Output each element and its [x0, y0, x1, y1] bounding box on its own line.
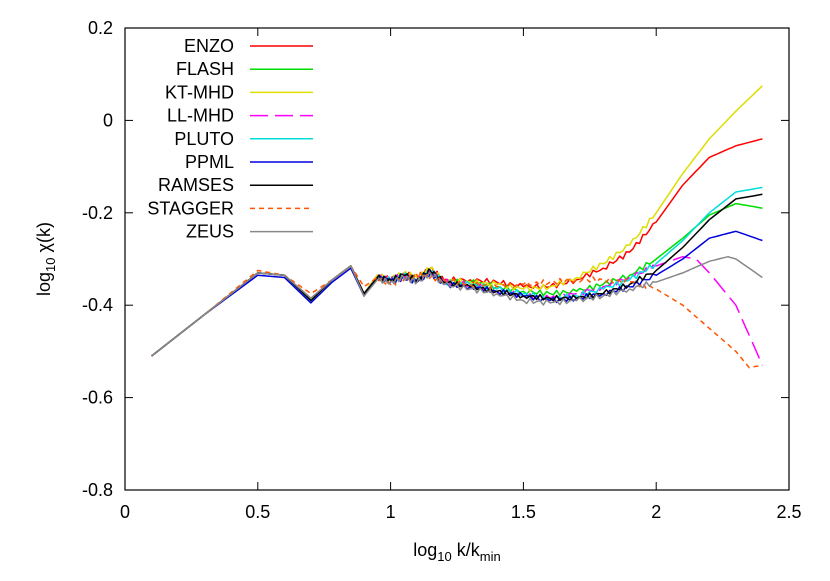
y-axis-label: log10 χ(k)	[34, 222, 58, 296]
legend-label-pluto: PLUTO	[174, 129, 234, 149]
plot-frame	[124, 27, 790, 491]
legend-label-zeus: ZEUS	[186, 222, 234, 242]
x-tick-label: 1.5	[511, 502, 536, 522]
axis-ticks: 0 0.5 1 1.5 2 2.5 -0.8 -0.6 -0.4 -0.2 0 0.2	[82, 18, 802, 522]
y-tick-label: 0.2	[88, 18, 113, 38]
series-layer	[151, 85, 764, 369]
series-line-ramses	[151, 193, 763, 357]
y-tick-label: -0.8	[82, 480, 113, 500]
x-tick-label: 2	[651, 502, 661, 522]
series-line-stagger	[151, 265, 763, 369]
legend: ENZO FLASH KT-MHD LL-MHD PLUTO PPML RAMSES STAG…	[147, 36, 313, 242]
y-tick-label: -0.2	[82, 203, 113, 223]
x-tick-label: 1	[386, 502, 396, 522]
x-tick-label: 0	[120, 502, 130, 522]
legend-label-ll-mhd: LL-MHD	[167, 106, 234, 126]
y-tick-label: -0.6	[82, 388, 113, 408]
series-line-flash	[151, 202, 763, 357]
legend-label-enzo: ENZO	[184, 36, 234, 56]
series-line-ll-mhd	[151, 255, 764, 366]
series-line-kt-mhd	[151, 85, 763, 357]
series-line-pluto	[151, 186, 763, 357]
legend-label-stagger: STAGGER	[147, 198, 234, 218]
y-tick-label: -0.4	[82, 295, 113, 315]
legend-label-kt-mhd: KT-MHD	[165, 82, 234, 102]
x-axis-label: log10 k/kmin	[413, 540, 500, 564]
x-axis-title: log10 k/kmin	[413, 540, 500, 564]
y-axis-title: log10 χ(k)	[34, 222, 58, 296]
legend-label-ramses: RAMSES	[158, 175, 234, 195]
x-tick-label: 0.5	[245, 502, 270, 522]
legend-label-flash: FLASH	[176, 59, 234, 79]
series-line-zeus	[151, 255, 763, 357]
x-tick-label: 2.5	[776, 502, 801, 522]
y-tick-label: 0	[103, 110, 113, 130]
legend-label-ppml: PPML	[185, 152, 234, 172]
